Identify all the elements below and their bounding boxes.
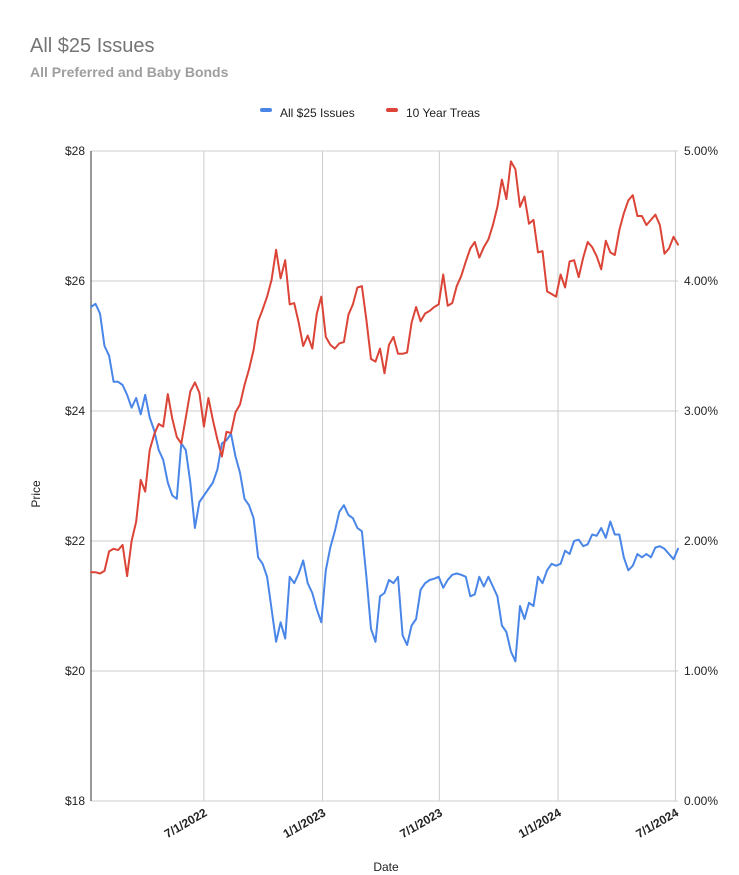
y-axis-title: Price bbox=[29, 480, 43, 508]
right-axis-ticks: 0.00% 1.00% 2.00% 3.00% 4.00% 5.00% bbox=[684, 144, 718, 808]
x-tick-label: 7/1/2023 bbox=[397, 805, 445, 841]
series-line-10-year-treas bbox=[90, 160, 679, 578]
vertical-gridlines bbox=[203, 151, 676, 801]
y-left-tick-label: $20 bbox=[65, 664, 85, 678]
y-left-tick-label: $18 bbox=[65, 794, 85, 808]
chart-subtitle: All Preferred and Baby Bonds bbox=[30, 64, 229, 80]
y-right-tick-label: 0.00% bbox=[684, 794, 718, 808]
y-right-tick-label: 5.00% bbox=[684, 144, 718, 158]
series-line-all-25-issues bbox=[90, 302, 679, 663]
y-left-tick-label: $28 bbox=[65, 144, 85, 158]
legend: All $25 Issues 10 Year Treas bbox=[260, 106, 480, 120]
legend-label-price: All $25 Issues bbox=[280, 106, 355, 120]
x-tick-label: 7/1/2024 bbox=[633, 805, 681, 841]
y-right-tick-label: 2.00% bbox=[684, 534, 718, 548]
legend-label-treasury: 10 Year Treas bbox=[406, 106, 480, 120]
y-right-tick-label: 4.00% bbox=[684, 274, 718, 288]
left-axis-ticks: $18 $20 $22 $24 $26 $28 bbox=[65, 144, 85, 808]
x-tick-label: 1/1/2023 bbox=[281, 805, 329, 841]
x-axis-ticks: 7/1/2022 1/1/2023 7/1/2023 1/1/2024 7/1/2024 bbox=[162, 805, 681, 841]
y-right-tick-label: 1.00% bbox=[684, 664, 718, 678]
x-tick-label: 1/1/2024 bbox=[516, 805, 564, 841]
y-right-tick-label: 3.00% bbox=[684, 404, 718, 418]
horizontal-gridlines bbox=[91, 150, 678, 802]
y-left-tick-label: $26 bbox=[65, 274, 85, 288]
y-left-tick-label: $24 bbox=[65, 404, 85, 418]
x-tick-label: 7/1/2022 bbox=[162, 805, 210, 841]
y-left-tick-label: $22 bbox=[65, 534, 85, 548]
x-axis-title: Date bbox=[373, 860, 399, 874]
legend-swatch-treasury bbox=[386, 108, 398, 112]
chart-title: All $25 Issues bbox=[30, 35, 155, 57]
legend-swatch-price bbox=[260, 108, 272, 112]
